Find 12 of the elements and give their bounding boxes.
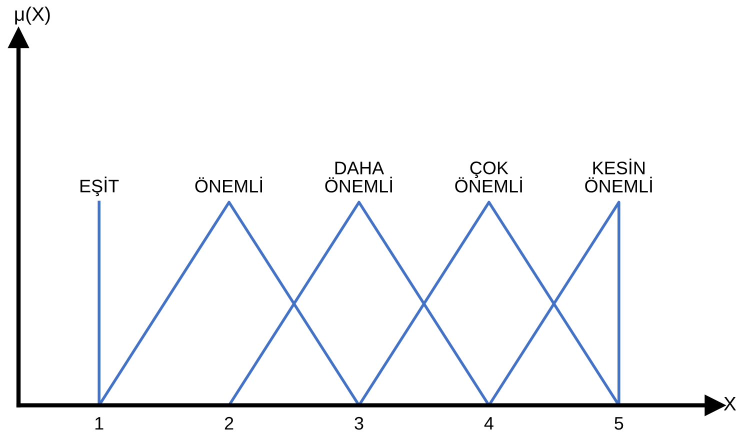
x-tick-label: 4 — [484, 417, 494, 430]
series-label: DAHA ÖNEMLİ — [325, 162, 392, 193]
x-tick-label: 5 — [614, 417, 624, 430]
series-label: ÇOK ÖNEMLİ — [455, 162, 522, 193]
x-tick-label: 1 — [95, 417, 104, 430]
series-label: ÖNEMLİ — [195, 176, 262, 193]
series-label: EŞİT — [80, 176, 119, 196]
x-axis-title: X — [724, 396, 736, 410]
text: μ(X) — [15, 6, 50, 25]
x-tick-label: 3 — [354, 416, 364, 430]
series-label: KESİN ÖNEMLİ — [585, 158, 652, 193]
x-tick-label: 2 — [224, 416, 234, 430]
